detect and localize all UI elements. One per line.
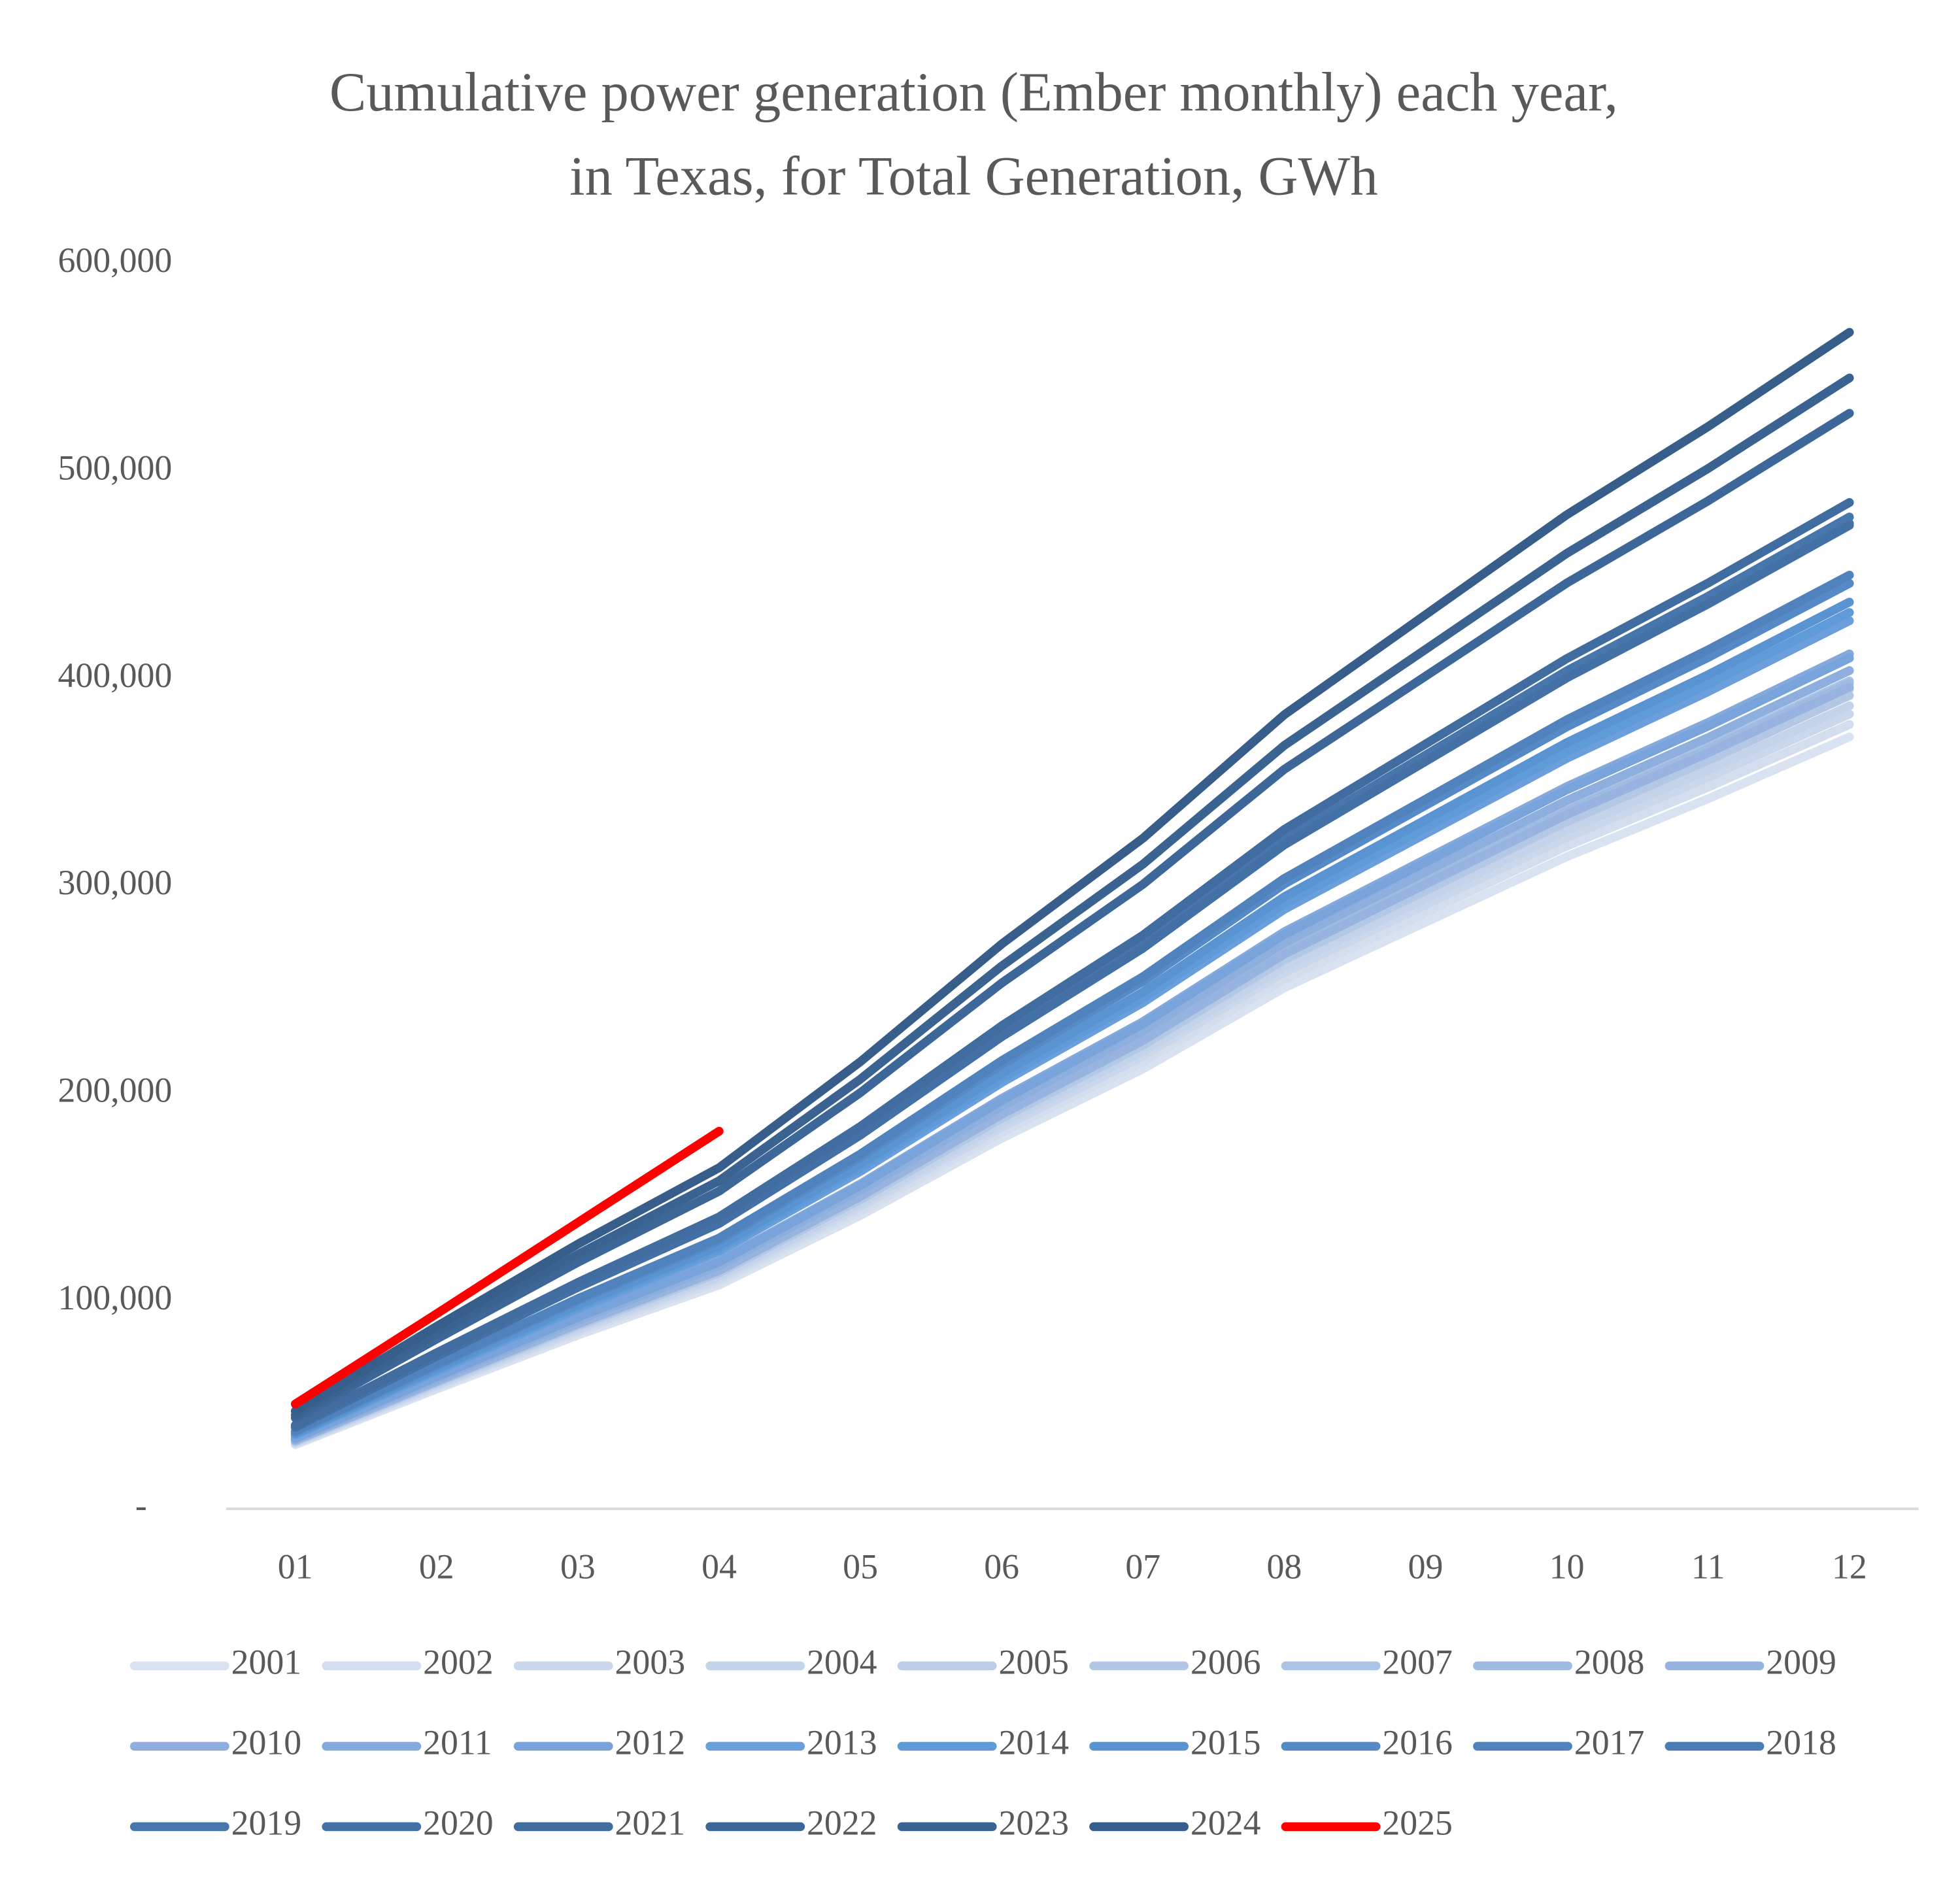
legend-label: 2004 — [807, 1643, 877, 1682]
x-tick-label: 06 — [984, 1547, 1019, 1587]
legend-label: 2023 — [998, 1804, 1069, 1843]
x-tick-label: 10 — [1549, 1547, 1585, 1587]
x-tick-label: 05 — [843, 1547, 878, 1587]
legend-label: 2006 — [1191, 1643, 1261, 1682]
legend-label: 2007 — [1382, 1643, 1453, 1682]
y-tick-label: 100,000 — [58, 1278, 172, 1317]
legend-label: 2014 — [998, 1723, 1069, 1762]
series-line — [290, 373, 1854, 1420]
y-tick-label: 200,000 — [58, 1071, 172, 1110]
y-tick-label: - — [135, 1485, 147, 1524]
y-tick-label: 400,000 — [58, 656, 172, 695]
legend-label: 2017 — [1574, 1723, 1645, 1762]
series-line — [290, 497, 1854, 1430]
legend-label: 2012 — [615, 1723, 686, 1762]
legend-label: 2021 — [615, 1804, 686, 1843]
legend-label: 2001 — [231, 1643, 302, 1682]
legend-label: 2011 — [423, 1723, 492, 1762]
legend-label: 2002 — [423, 1643, 494, 1682]
legend-label: 2018 — [1766, 1723, 1836, 1762]
x-tick-label: 08 — [1267, 1547, 1302, 1587]
x-tick-label: 07 — [1125, 1547, 1160, 1587]
legend-label: 2016 — [1382, 1723, 1453, 1762]
chart-title: Cumulative power generation (Ember month… — [329, 62, 1618, 207]
legend-label: 2025 — [1382, 1804, 1453, 1843]
legend-label: 2010 — [231, 1723, 302, 1762]
legend-label: 2022 — [807, 1804, 877, 1843]
x-tick-label: 12 — [1832, 1547, 1867, 1587]
x-tick-label: 09 — [1408, 1547, 1444, 1587]
series-line — [290, 328, 1854, 1416]
series-line — [290, 571, 1854, 1436]
x-tick-label: 11 — [1691, 1547, 1725, 1587]
y-tick-label: 300,000 — [58, 863, 172, 902]
x-tick-label: 04 — [701, 1547, 737, 1587]
legend-label: 2019 — [231, 1804, 302, 1843]
legend-label: 2003 — [615, 1643, 686, 1682]
legend-label: 2020 — [423, 1804, 494, 1843]
legend-label: 2008 — [1574, 1643, 1645, 1682]
y-tick-label: 600,000 — [58, 241, 172, 280]
legend-label: 2009 — [1766, 1643, 1836, 1682]
legend-label: 2013 — [807, 1723, 877, 1762]
legend-label: 2015 — [1191, 1723, 1261, 1762]
series-line — [290, 1126, 724, 1409]
legend-label: 2005 — [998, 1643, 1069, 1682]
series-line — [290, 409, 1854, 1422]
x-tick-label: 03 — [560, 1547, 596, 1587]
x-tick-label: 02 — [419, 1547, 454, 1587]
y-tick-label: 500,000 — [58, 448, 172, 487]
series-line — [290, 654, 1854, 1443]
legend-label: 2024 — [1191, 1804, 1261, 1843]
x-tick-label: 01 — [278, 1547, 313, 1587]
